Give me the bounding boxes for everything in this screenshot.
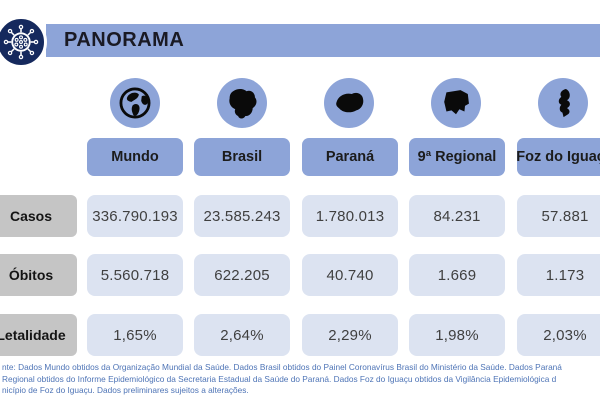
foz-do-iguacu-map-icon [538, 78, 588, 128]
page-title: PANORAMA [64, 29, 185, 51]
value-letalidade-parana: 2,29% [302, 314, 398, 356]
row-label-obitos: Óbitos [0, 254, 77, 296]
virus-badge [0, 16, 47, 68]
row-label-casos: Casos [0, 195, 77, 237]
column-header-parana: Paraná [302, 138, 398, 176]
value-obitos-foz: 1.173 [517, 254, 600, 296]
column-header-foz-do-iguacu: Foz do Iguaçu [516, 138, 600, 176]
source-note-line-1: nte: Dados Mundo obtidos da Organização … [2, 362, 562, 372]
row-label-letalidade: Letalidade [0, 314, 77, 356]
column-header-9a-regional: 9ª Regional [409, 138, 505, 176]
title-bar: PANORAMA [46, 24, 600, 57]
column-header-brasil: Brasil [194, 138, 290, 176]
parana-map-icon [324, 78, 374, 128]
source-note: nte: Dados Mundo obtidos da Organização … [2, 362, 600, 397]
ninth-regional-map-icon [431, 78, 481, 128]
source-note-line-3: nicípio de Foz do Iguaçu. Dados prelimin… [2, 385, 249, 395]
value-obitos-brasil: 622.205 [194, 254, 290, 296]
value-letalidade-mundo: 1,65% [87, 314, 183, 356]
value-obitos-mundo: 5.560.718 [87, 254, 183, 296]
value-casos-brasil: 23.585.243 [194, 195, 290, 237]
value-casos-9a-regional: 84.231 [409, 195, 505, 237]
value-casos-parana: 1.780.013 [302, 195, 398, 237]
value-casos-mundo: 336.790.193 [87, 195, 183, 237]
value-casos-foz: 57.881 [517, 195, 600, 237]
value-letalidade-brasil: 2,64% [194, 314, 290, 356]
column-header-mundo: Mundo [87, 138, 183, 176]
value-letalidade-foz: 2,03% [517, 314, 600, 356]
value-obitos-parana: 40.740 [302, 254, 398, 296]
value-obitos-9a-regional: 1.669 [409, 254, 505, 296]
brazil-map-icon [217, 78, 267, 128]
value-letalidade-9a-regional: 1,98% [409, 314, 505, 356]
source-note-line-2: Regional obtidos do Informe Epidemiológi… [2, 373, 557, 384]
globe-icon [110, 78, 160, 128]
coronavirus-icon [1, 22, 41, 62]
